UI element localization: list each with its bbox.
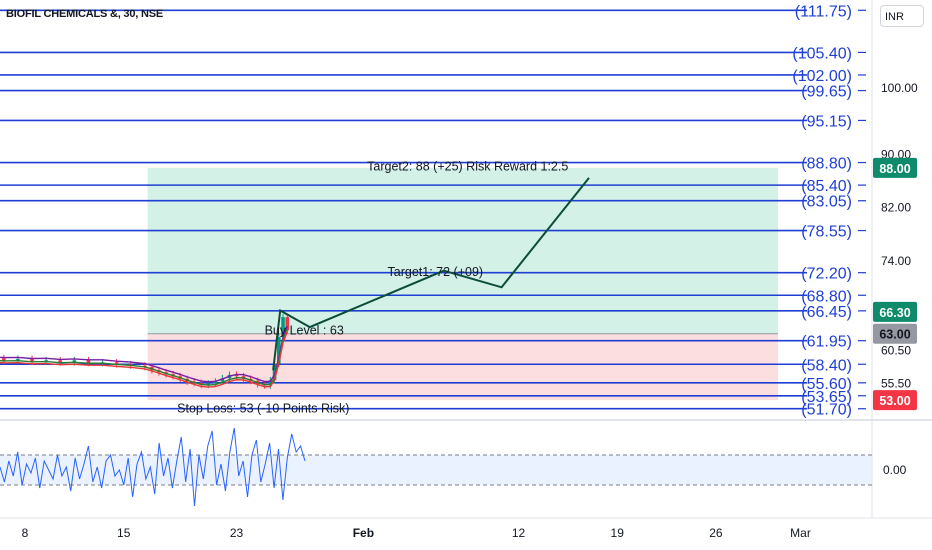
price-tick-0: 100.00 bbox=[881, 81, 918, 95]
level-label-13: (58.40) bbox=[801, 357, 852, 374]
horizontal-levels bbox=[0, 9, 807, 410]
projection-path bbox=[272, 177, 590, 371]
badge-bg-0 bbox=[873, 157, 917, 178]
annotation-2: Buy Level : 63 bbox=[265, 323, 344, 337]
stop-zone bbox=[147, 333, 778, 401]
level-label-15: (53.65) bbox=[801, 389, 852, 406]
time-label-7: Mar bbox=[790, 526, 811, 540]
candle-body-14 bbox=[114, 362, 119, 365]
ma-line-green bbox=[0, 329, 288, 386]
annotation-0: Target2: 88 (+25) Risk Reward 1:2.5 bbox=[367, 160, 568, 174]
level-labels: (111.75) (105.40) (102.00)(99.65) (95.15) (8… bbox=[792, 3, 866, 419]
candle-body-26 bbox=[213, 381, 218, 384]
candle-body-34 bbox=[268, 380, 273, 386]
time-label-4: 12 bbox=[512, 526, 526, 540]
oscillator-pane: 0.00 bbox=[0, 419, 932, 507]
projection-line bbox=[272, 177, 590, 371]
level-label-9: (72.20) bbox=[801, 266, 852, 283]
candle-body-11 bbox=[72, 360, 77, 363]
level-label-4: (95.15) bbox=[801, 113, 852, 130]
candle-body-8 bbox=[30, 358, 34, 362]
level-label-16: (51.70) bbox=[801, 402, 852, 419]
level-label-7: (83.05) bbox=[801, 194, 852, 211]
time-axis: 8 15 23 Feb 12 19 26 Mar bbox=[0, 517, 932, 540]
price-tick-5: 55.50 bbox=[881, 376, 911, 390]
level-label-5: (88.80) bbox=[801, 156, 852, 173]
level-label-2: (102.00) bbox=[792, 68, 852, 85]
time-label-5: 19 bbox=[611, 526, 625, 540]
candle-body-12 bbox=[86, 360, 91, 363]
level-label-11: (66.45) bbox=[801, 304, 852, 321]
level-label-12: (61.95) bbox=[801, 334, 852, 351]
price-tick-3: 74.00 bbox=[881, 254, 911, 268]
time-label-3: Feb bbox=[353, 526, 374, 540]
badge-bg-3 bbox=[873, 390, 917, 411]
annotation-1: Target1: 72 (+09) bbox=[388, 265, 484, 279]
level-label-6: (85.40) bbox=[801, 178, 852, 195]
candle-body-38 bbox=[285, 317, 290, 331]
ma-line-purple bbox=[0, 325, 288, 383]
level-label-10: (68.80) bbox=[801, 288, 852, 305]
badge-label-1: 66.30 bbox=[879, 306, 910, 320]
time-label-0: 8 bbox=[22, 526, 29, 540]
ma-line-red bbox=[0, 331, 288, 388]
candle-body-36 bbox=[277, 337, 281, 364]
badge-bg-2 bbox=[873, 323, 917, 344]
candle-body-7 bbox=[16, 358, 20, 361]
candle-body-27 bbox=[220, 378, 225, 382]
candle-body-25 bbox=[206, 383, 211, 385]
annotation-3: Stop Loss: 53 (-10 Points Risk) bbox=[177, 402, 349, 416]
candle-body-6 bbox=[2, 358, 6, 361]
price-tick-4: 60.50 bbox=[881, 343, 911, 357]
time-label-2: 23 bbox=[230, 526, 244, 540]
badge-label-3: 53.00 bbox=[879, 394, 910, 408]
badge-bg-1 bbox=[873, 301, 917, 322]
candle-body-10 bbox=[58, 360, 63, 363]
level-label-3: (99.65) bbox=[801, 84, 852, 101]
level-label-8: (78.55) bbox=[801, 224, 852, 241]
currency-selector[interactable]: INR bbox=[880, 5, 924, 27]
annotations: Target2: 88 (+25) Risk Reward 1:2.5 Targe… bbox=[177, 160, 568, 416]
price-tick-2: 82.00 bbox=[881, 201, 911, 215]
level-label-1: (105.40) bbox=[792, 45, 852, 62]
symbol-title: BIOFIL CHEMICALS &, 30, NSE bbox=[6, 8, 163, 20]
time-label-1: 15 bbox=[117, 526, 131, 540]
level-label-14: (55.60) bbox=[801, 376, 852, 393]
badge-label-0: 88.00 bbox=[879, 162, 910, 176]
candle-body-29 bbox=[234, 374, 239, 377]
osc-line bbox=[0, 427, 306, 507]
osc-zero-label: 0.00 bbox=[883, 463, 907, 477]
price-candles bbox=[0, 313, 290, 389]
position-zones bbox=[147, 167, 778, 401]
target-zone bbox=[147, 167, 778, 334]
level-label-0: (111.75) bbox=[795, 3, 852, 20]
osc-band bbox=[0, 455, 872, 485]
price-badges: 88.00 66.30 63.00 53.00 bbox=[873, 157, 917, 411]
badge-label-2: 63.00 bbox=[879, 328, 910, 342]
candle-body-37 bbox=[281, 317, 285, 338]
time-label-6: 26 bbox=[709, 526, 723, 540]
